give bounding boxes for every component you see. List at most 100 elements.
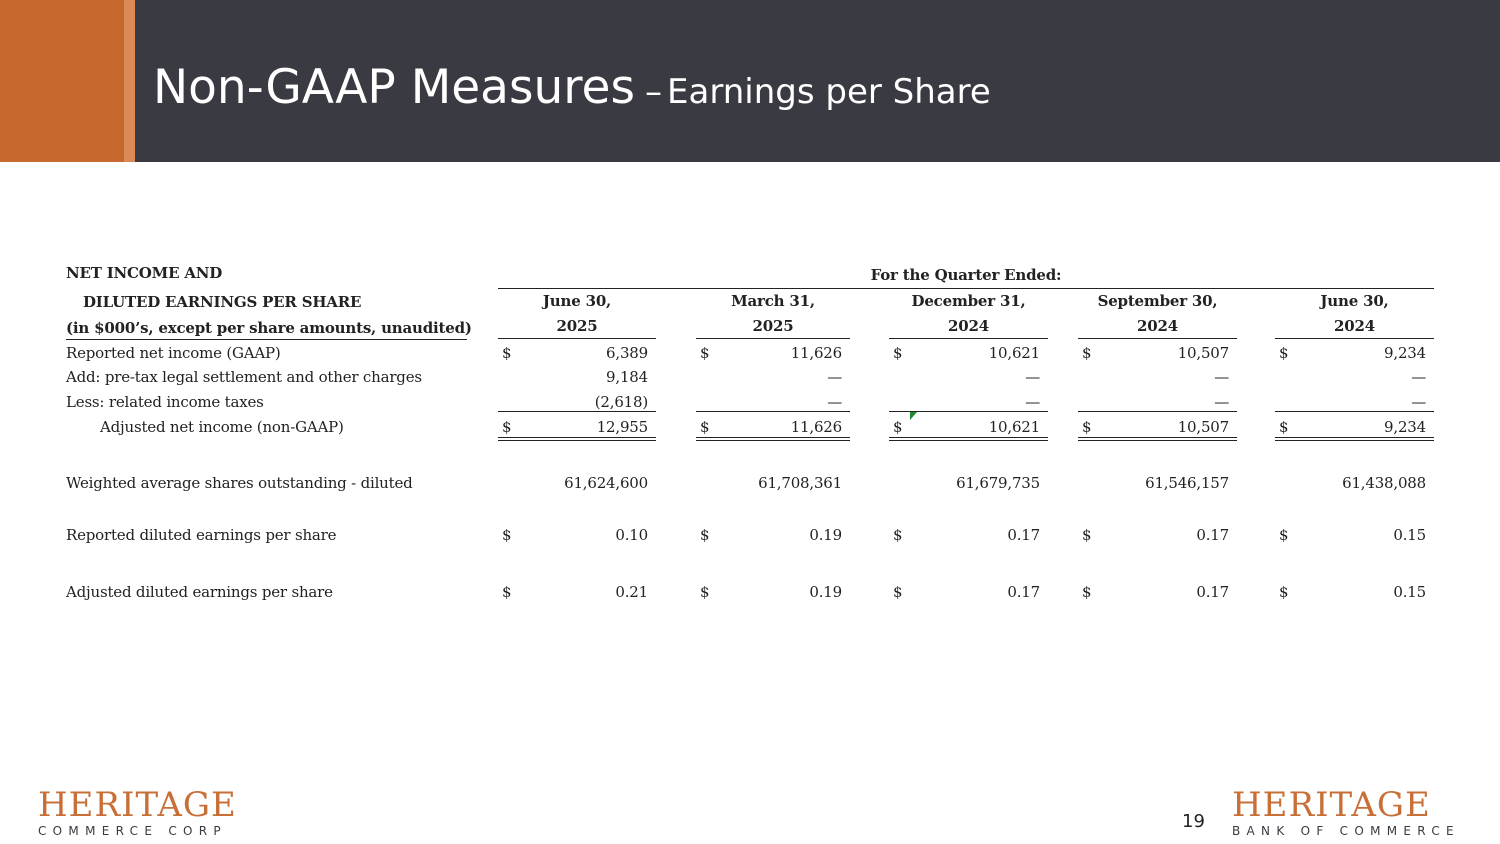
column-header-date: March 31, xyxy=(731,292,815,310)
cell-value: 61,546,157 xyxy=(1145,474,1229,492)
title-bar: Non-GAAP Measures – Earnings per Share xyxy=(0,0,1500,162)
cell-dollar-sign: $ xyxy=(1279,583,1289,601)
column-header-year: 2024 xyxy=(948,317,989,335)
cell-dollar-sign: $ xyxy=(893,583,903,601)
slide-title: Non-GAAP Measures – Earnings per Share xyxy=(153,60,991,115)
total-double-rule xyxy=(696,437,850,441)
column-header-year: 2024 xyxy=(1137,317,1178,335)
logo-left-sub: COMMERCE CORP xyxy=(38,824,227,838)
column-header-underline xyxy=(1275,338,1434,339)
table-header-line3: (in $000’s, except per share amounts, un… xyxy=(66,319,472,337)
cell-comment-marker xyxy=(910,412,917,420)
column-header-year: 2025 xyxy=(752,317,794,335)
slide-title-sub: Earnings per Share xyxy=(667,72,991,112)
page-number: 19 xyxy=(1182,811,1205,832)
title-accent-edge xyxy=(124,0,135,162)
cell-dollar-sign: $ xyxy=(502,583,512,601)
cell-value: 0.21 xyxy=(615,583,648,601)
cell-value: 6,389 xyxy=(606,344,648,362)
cell-value: 0.17 xyxy=(1196,583,1229,601)
cell-value: — xyxy=(827,368,842,386)
cell-value: 10,621 xyxy=(988,418,1040,436)
cell-value: 0.17 xyxy=(1007,526,1040,544)
column-header-date: June 30, xyxy=(1320,292,1389,310)
subtotal-rule xyxy=(889,411,1048,412)
total-double-rule xyxy=(1078,437,1237,441)
row-label: Add: pre-tax legal settlement and other … xyxy=(66,368,422,386)
cell-value: 10,621 xyxy=(988,344,1040,362)
cell-dollar-sign: $ xyxy=(700,526,710,544)
cell-value: 12,955 xyxy=(596,418,648,436)
cell-value: 0.15 xyxy=(1393,526,1426,544)
cell-value: 11,626 xyxy=(790,418,842,436)
cell-dollar-sign: $ xyxy=(1082,583,1092,601)
subtotal-rule xyxy=(498,411,656,412)
cell-value: 61,679,735 xyxy=(956,474,1040,492)
column-header-underline xyxy=(889,338,1048,339)
table-header-line2: DILUTED EARNINGS PER SHARE xyxy=(83,293,362,311)
cell-value: 9,184 xyxy=(606,368,648,386)
cell-value: 0.17 xyxy=(1196,526,1229,544)
cell-dollar-sign: $ xyxy=(502,526,512,544)
cell-value: — xyxy=(1411,368,1426,386)
cell-value: 61,438,088 xyxy=(1342,474,1426,492)
column-header-date: June 30, xyxy=(542,292,612,310)
heritage-bank-of-commerce-logo: HERITAGE BANK OF COMMERCE xyxy=(1232,788,1460,838)
cell-dollar-sign: $ xyxy=(1279,526,1289,544)
subtotal-rule xyxy=(696,411,850,412)
header-underline-label xyxy=(66,339,467,340)
cell-value: — xyxy=(1025,393,1040,411)
cell-value: — xyxy=(1025,368,1040,386)
cell-value: — xyxy=(827,393,842,411)
cell-dollar-sign: $ xyxy=(700,583,710,601)
cell-dollar-sign: $ xyxy=(1279,418,1289,436)
row-label: Reported net income (GAAP) xyxy=(66,344,281,362)
heritage-commerce-corp-logo: HERITAGE COMMERCE CORP xyxy=(38,788,237,838)
cell-value: 11,626 xyxy=(790,344,842,362)
cell-value: (2,618) xyxy=(594,393,648,411)
column-header-year: 2025 xyxy=(556,317,598,335)
cell-value: 61,708,361 xyxy=(758,474,842,492)
cell-dollar-sign: $ xyxy=(700,418,710,436)
cell-dollar-sign: $ xyxy=(1279,344,1289,362)
cell-dollar-sign: $ xyxy=(893,344,903,362)
column-header-year: 2024 xyxy=(1334,317,1375,335)
column-header-underline xyxy=(1078,338,1237,339)
column-header-date: December 31, xyxy=(911,292,1026,310)
logo-right-sub: BANK OF COMMERCE xyxy=(1232,824,1460,838)
cell-dollar-sign: $ xyxy=(1082,526,1092,544)
cell-value: 0.15 xyxy=(1393,583,1426,601)
title-accent-block xyxy=(0,0,124,162)
row-label: Adjusted diluted earnings per share xyxy=(66,583,333,601)
cell-value: 9,234 xyxy=(1384,344,1426,362)
cell-value: 10,507 xyxy=(1177,418,1229,436)
row-label: Weighted average shares outstanding - di… xyxy=(66,474,413,492)
period-title: For the Quarter Ended: xyxy=(870,266,1062,284)
cell-dollar-sign: $ xyxy=(893,526,903,544)
cell-value: — xyxy=(1411,393,1426,411)
total-double-rule xyxy=(1275,437,1434,441)
period-title-rule xyxy=(498,288,1434,289)
row-label: Adjusted net income (non-GAAP) xyxy=(100,418,344,436)
cell-dollar-sign: $ xyxy=(1082,344,1092,362)
cell-dollar-sign: $ xyxy=(502,418,512,436)
cell-value: 0.19 xyxy=(809,583,842,601)
total-double-rule xyxy=(498,437,656,441)
column-header-date: September 30, xyxy=(1097,292,1218,310)
cell-dollar-sign: $ xyxy=(1082,418,1092,436)
total-double-rule xyxy=(889,437,1048,441)
column-header-underline xyxy=(498,338,656,339)
slide-title-main: Non-GAAP Measures xyxy=(153,60,635,115)
subtotal-rule xyxy=(1275,411,1434,412)
cell-value: 10,507 xyxy=(1177,344,1229,362)
cell-value: 9,234 xyxy=(1384,418,1426,436)
logo-right-name: HERITAGE xyxy=(1232,785,1431,825)
cell-value: 61,624,600 xyxy=(564,474,648,492)
cell-value: — xyxy=(1214,393,1229,411)
cell-value: 0.17 xyxy=(1007,583,1040,601)
subtotal-rule xyxy=(1078,411,1237,412)
column-header-underline xyxy=(696,338,850,339)
cell-dollar-sign: $ xyxy=(502,344,512,362)
slide-title-dash: – xyxy=(644,72,662,112)
